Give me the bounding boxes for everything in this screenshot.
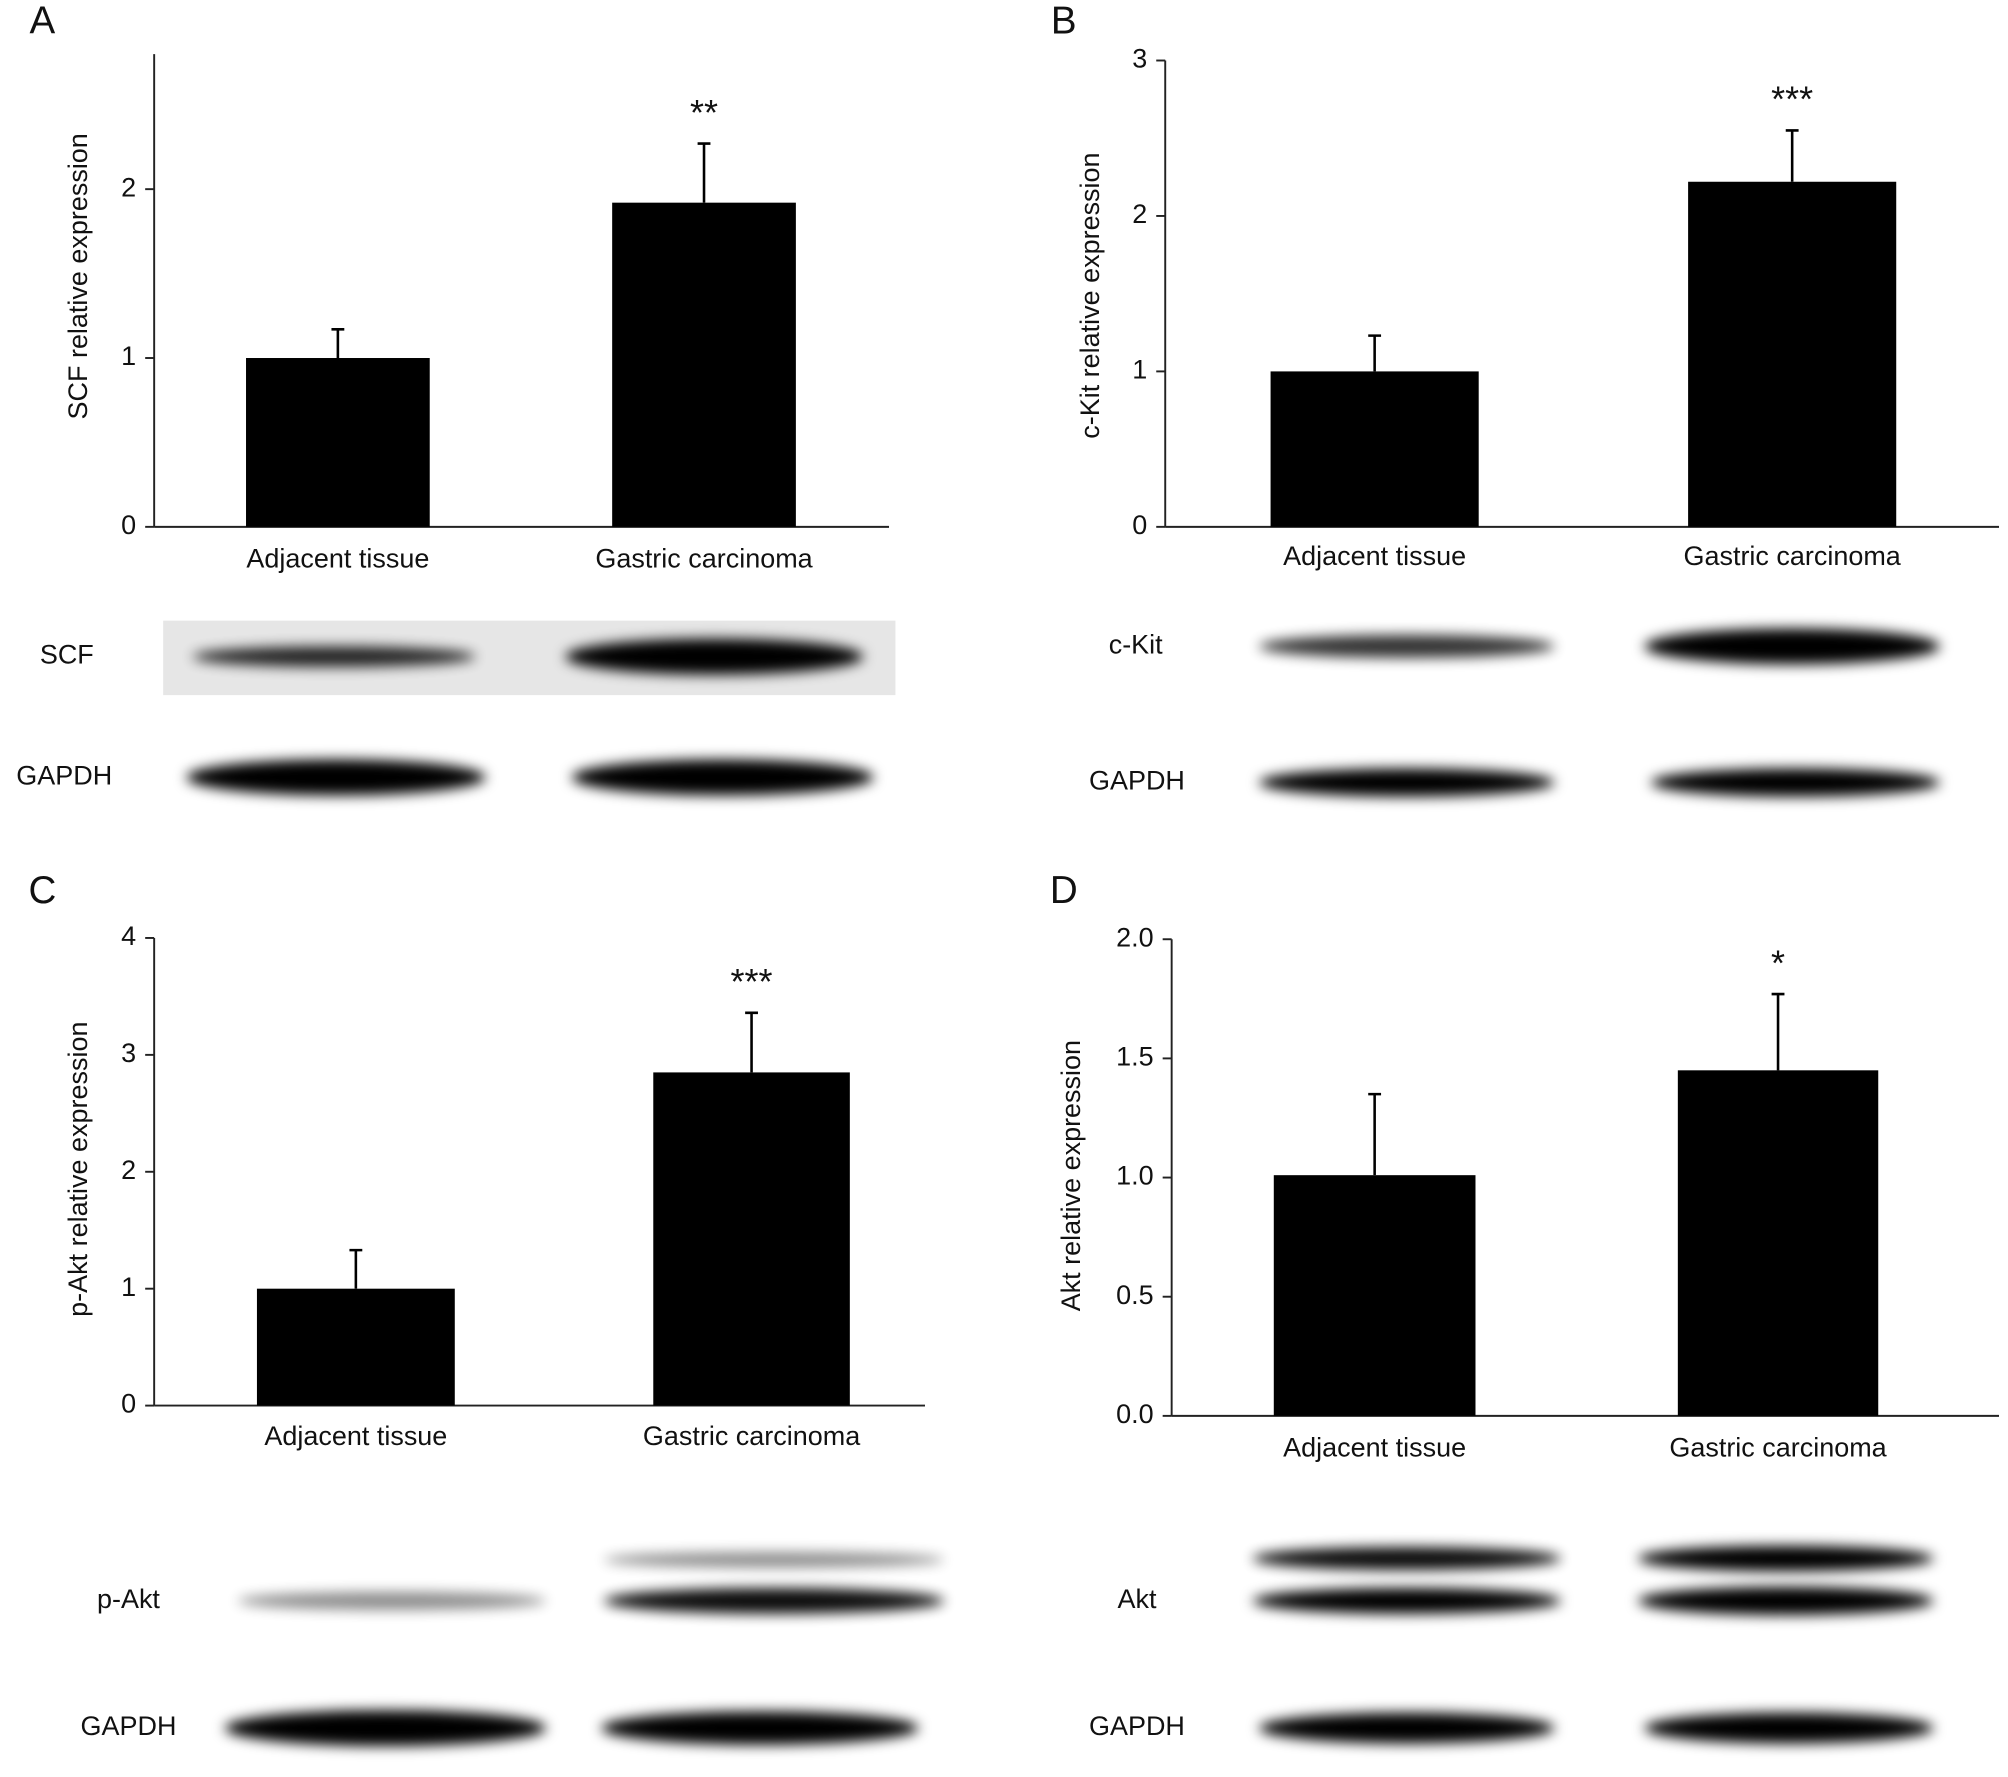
y-tick-label: 0 [1132, 510, 1147, 540]
error-bar [349, 1248, 363, 1289]
blot-band [1252, 1546, 1561, 1571]
significance-label: * [1771, 942, 1785, 983]
y-tick-label: 0 [121, 1389, 136, 1419]
blot-band [224, 1710, 547, 1747]
blot-label: SCF [40, 640, 94, 670]
bar [653, 1072, 850, 1406]
blot-band [1259, 1712, 1555, 1744]
blot-band [192, 646, 476, 667]
blot-label: p-Akt [97, 1584, 160, 1614]
panel-letter: D [1050, 869, 1078, 912]
error-bar [1368, 1092, 1382, 1176]
blot-band [186, 759, 486, 796]
y-tick-label: 2.0 [1116, 922, 1154, 952]
y-tick-label: 4 [121, 921, 136, 951]
blot-band [601, 1711, 919, 1745]
y-tick-label: 2 [121, 172, 136, 202]
y-tick-label: 1 [1132, 355, 1147, 385]
panel-letter: B [1051, 0, 1077, 42]
blot-band [1259, 634, 1555, 658]
bar [1270, 371, 1479, 527]
blot-band [571, 759, 874, 796]
bar [1688, 181, 1897, 527]
error-bar [1368, 334, 1382, 372]
bar [1273, 1175, 1476, 1416]
x-tick-label: Gastric carcinoma [1684, 541, 1901, 571]
error-bar [1785, 129, 1799, 182]
significance-label: *** [731, 961, 773, 1002]
x-tick-label: Gastric carcinoma [595, 543, 812, 573]
error-bar [331, 328, 345, 359]
blot-band [1644, 1712, 1934, 1744]
x-tick-label: Adjacent tissue [1283, 541, 1466, 571]
bar [612, 202, 796, 527]
blot-label: Akt [1117, 1584, 1156, 1614]
blot-band [1638, 1545, 1934, 1572]
y-tick-label: 1.5 [1116, 1042, 1154, 1072]
y-tick-label: 3 [121, 1038, 136, 1068]
y-tick-label: 1 [121, 1272, 136, 1302]
x-tick-label: Adjacent tissue [1283, 1432, 1466, 1462]
blot-label: GAPDH [81, 1711, 177, 1741]
y-tick-label: 2 [1132, 199, 1147, 229]
blot-band [237, 1591, 547, 1610]
x-tick-label: Gastric carcinoma [643, 1421, 860, 1451]
y-tick-label: 1.0 [1116, 1161, 1154, 1191]
bar [246, 358, 430, 527]
y-tick-label: 0 [121, 510, 136, 540]
blot-label: GAPDH [1089, 1711, 1185, 1741]
blot-band [603, 1588, 945, 1614]
significance-label: ** [690, 92, 718, 133]
blot-label: c-Kit [1109, 629, 1163, 659]
bar [1677, 1070, 1879, 1416]
blot-band [1644, 628, 1940, 665]
y-tick-label: 1 [121, 341, 136, 371]
y-axis-title: p-Akt relative expression [63, 1022, 93, 1317]
blot-label: GAPDH [1089, 766, 1185, 796]
y-tick-label: 2 [121, 1155, 136, 1185]
blot-band [1252, 1588, 1561, 1614]
x-tick-label: Adjacent tissue [264, 1421, 447, 1451]
error-bar [745, 1011, 758, 1073]
y-axis-title: SCF relative expression [63, 133, 93, 419]
y-axis-title: Akt relative expression [1056, 1040, 1086, 1311]
y-tick-label: 0.5 [1116, 1280, 1154, 1310]
blot-band [1650, 768, 1940, 797]
blot-band [603, 1552, 945, 1568]
y-axis-title: c-Kit relative expression [1075, 152, 1105, 438]
error-bar [697, 142, 711, 203]
error-bar [1771, 992, 1785, 1071]
y-tick-label: 0.0 [1116, 1399, 1154, 1429]
blot-band [1638, 1586, 1934, 1616]
blot-label: GAPDH [16, 760, 112, 790]
y-tick-label: 3 [1132, 44, 1147, 74]
panel-letter: A [30, 0, 56, 42]
bar [256, 1288, 455, 1406]
panel-letter: C [28, 869, 56, 912]
blot-band [565, 638, 864, 675]
x-tick-label: Gastric carcinoma [1669, 1432, 1886, 1462]
blot-band [1259, 768, 1555, 797]
x-tick-label: Adjacent tissue [246, 543, 429, 573]
significance-label: *** [1771, 79, 1813, 120]
